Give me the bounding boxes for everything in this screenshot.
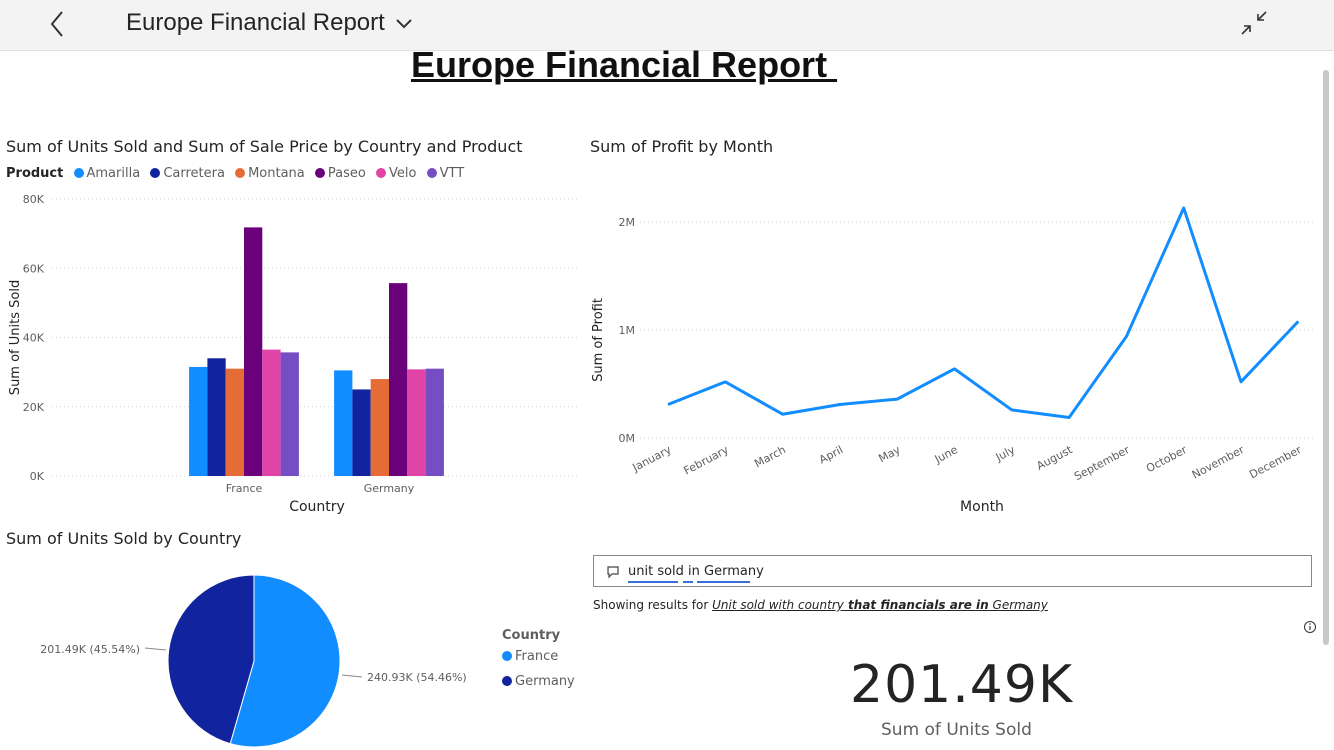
y-tick-label: 0K <box>30 470 45 483</box>
report-name-dropdown[interactable]: Europe Financial Report <box>126 9 413 37</box>
chevron-down-icon <box>396 18 413 29</box>
legend-item-paseo[interactable]: Paseo <box>314 166 366 181</box>
y-tick-label: 2M <box>619 216 636 229</box>
y-axis-title: Sum of Units Sold <box>8 280 23 395</box>
bar <box>189 366 208 476</box>
x-tick-label: Germany <box>364 482 415 495</box>
qna-term-underline <box>683 581 693 583</box>
bar <box>207 358 226 476</box>
x-tick-label: June <box>932 443 960 466</box>
y-tick-label: 1M <box>619 324 636 337</box>
qna-term-underline <box>628 581 678 583</box>
pie-chart-title: Sum of Units Sold by Country <box>6 529 242 548</box>
bar <box>407 369 426 476</box>
legend-item-amarilla[interactable]: Amarilla <box>73 166 140 181</box>
back-button[interactable] <box>44 8 72 40</box>
card-value: 201.49K <box>850 655 1074 715</box>
profit-line <box>667 206 1300 419</box>
pie-slice <box>229 574 341 748</box>
bar-chart-legend: Product Amarilla Carretera Montana Paseo… <box>6 166 470 181</box>
y-tick-label: 80K <box>23 193 45 206</box>
pie-legend-item-germany[interactable]: Germany <box>502 674 575 689</box>
x-tick-label: January <box>630 443 674 475</box>
pie-legend: Country France Germany <box>502 628 575 699</box>
report-title: Europe Financial Report <box>411 44 838 85</box>
x-tick-label: May <box>876 443 903 465</box>
pie-slice <box>167 574 255 745</box>
pie-chart: 240.93K (54.46%) 201.49K (45.54%) <box>40 574 467 748</box>
x-tick-label: March <box>752 443 788 470</box>
line-chart: 0M 1M 2M January February March April May June Ju… <box>591 206 1315 515</box>
exit-fullscreen-button[interactable] <box>1238 8 1270 40</box>
x-tick-label: September <box>1072 443 1132 483</box>
y-axis-title: Sum of Profit <box>591 298 606 382</box>
label-leader <box>341 674 363 678</box>
bar <box>389 283 408 476</box>
legend-title: Product <box>6 166 64 181</box>
x-tick-label: November <box>1190 443 1247 482</box>
qna-term-underline <box>697 581 750 583</box>
x-tick-label: July <box>993 443 1018 464</box>
x-tick-label: October <box>1144 443 1189 475</box>
top-bar: Europe Financial Report <box>0 0 1334 51</box>
bar <box>334 370 353 476</box>
bar <box>262 349 281 476</box>
pie-legend-item-france[interactable]: France <box>502 649 575 664</box>
collapse-icon <box>1241 11 1267 35</box>
bar <box>225 368 244 476</box>
data-label: 240.93K (54.46%) <box>367 671 467 684</box>
y-tick-label: 0M <box>619 432 636 445</box>
x-tick-label: December <box>1247 443 1304 481</box>
info-icon[interactable] <box>1303 620 1317 634</box>
line-chart-title: Sum of Profit by Month <box>590 137 774 156</box>
data-label: 201.49K (45.54%) <box>40 643 140 656</box>
bar <box>244 227 263 476</box>
x-tick-label: February <box>682 443 732 478</box>
bar <box>425 368 444 476</box>
card-label: Sum of Units Sold <box>881 720 1032 740</box>
legend-item-carretera[interactable]: Carretera <box>150 166 225 181</box>
pie-legend-title: Country <box>502 628 561 643</box>
x-tick-label: April <box>817 443 845 466</box>
bar <box>352 389 371 476</box>
x-tick-label: France <box>226 482 263 495</box>
report-name: Europe Financial Report <box>126 9 385 36</box>
x-axis-title: Month <box>960 499 1004 515</box>
x-tick-label: August <box>1034 443 1075 473</box>
legend-item-montana[interactable]: Montana <box>235 166 305 181</box>
bar-chart: 0K 20K 40K 60K 80K France Germany Country Sum of… <box>8 193 580 515</box>
qna-showing-results: Showing results for Unit sold with count… <box>593 598 1048 612</box>
comment-icon <box>607 566 619 579</box>
chevron-left-icon <box>50 11 63 37</box>
y-tick-label: 60K <box>23 262 45 275</box>
label-leader <box>144 647 167 651</box>
bar-chart-title: Sum of Units Sold and Sum of Sale Price … <box>6 137 523 156</box>
y-tick-label: 20K <box>23 401 45 414</box>
x-axis-title: Country <box>289 499 345 515</box>
scrollbar[interactable] <box>1323 70 1329 645</box>
qna-input-box[interactable]: unit sold in Germany <box>593 555 1312 587</box>
legend-item-velo[interactable]: Velo <box>376 166 416 181</box>
qna-input[interactable]: unit sold in Germany <box>628 564 764 579</box>
bar <box>280 352 299 476</box>
y-tick-label: 40K <box>23 332 45 345</box>
bar <box>370 379 389 476</box>
qna-restatement-link[interactable]: Unit sold with country <box>712 598 844 612</box>
legend-item-vtt[interactable]: VTT <box>426 166 464 181</box>
